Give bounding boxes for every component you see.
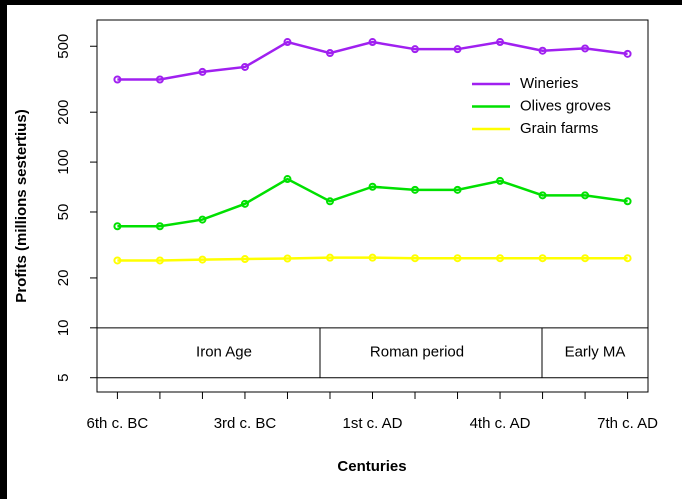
data-point	[623, 254, 632, 263]
data-point	[538, 254, 547, 263]
border-left	[0, 0, 7, 499]
x-tick-label: 3rd c. BC	[214, 415, 277, 432]
data-point	[240, 62, 249, 71]
data-point	[113, 222, 122, 231]
data-point	[325, 253, 334, 262]
series-line	[117, 256, 628, 262]
data-point	[198, 255, 207, 264]
data-point	[581, 191, 590, 200]
data-point	[623, 197, 632, 206]
legend-label: Grain farms	[520, 120, 598, 137]
data-point	[198, 215, 207, 224]
data-point	[453, 185, 462, 194]
data-point	[283, 254, 292, 263]
data-point	[368, 182, 377, 191]
data-point	[453, 45, 462, 54]
data-point	[496, 176, 505, 185]
y-tick-label: 100	[55, 150, 72, 175]
series-line	[117, 40, 628, 81]
data-point	[538, 46, 547, 55]
data-point	[581, 254, 590, 263]
x-tick-label: 7th c. AD	[597, 415, 658, 432]
data-point	[411, 254, 420, 263]
data-point	[155, 256, 164, 265]
data-point	[325, 197, 334, 206]
data-point	[283, 38, 292, 47]
y-tick-label: 200	[55, 100, 72, 125]
data-point	[155, 75, 164, 84]
period-label: Early MA	[565, 344, 626, 361]
data-point	[240, 199, 249, 208]
data-point	[538, 191, 547, 200]
x-tick-label: 4th c. AD	[470, 415, 531, 432]
y-tick-label: 10	[55, 319, 72, 336]
legend-label: Olives groves	[520, 97, 611, 114]
data-point	[325, 49, 334, 58]
y-tick-label: 500	[55, 34, 72, 59]
period-label: Roman period	[370, 344, 464, 361]
x-tick-label: 1st c. AD	[342, 415, 402, 432]
data-point	[240, 255, 249, 264]
data-point	[411, 185, 420, 194]
data-point	[453, 254, 462, 263]
data-point	[411, 45, 420, 54]
y-tick-label: 20	[55, 270, 72, 287]
data-point	[368, 253, 377, 262]
legend-label: Wineries	[520, 75, 578, 92]
x-axis-label: Centuries	[337, 458, 406, 475]
data-point	[155, 222, 164, 231]
period-label: Iron Age	[196, 344, 252, 361]
data-point	[368, 38, 377, 47]
x-tick-label: 6th c. BC	[87, 415, 149, 432]
data-point	[113, 256, 122, 265]
data-point	[113, 75, 122, 84]
data-point	[496, 254, 505, 263]
data-point	[198, 67, 207, 76]
series-line	[117, 177, 628, 228]
data-point	[581, 44, 590, 53]
data-point	[496, 38, 505, 47]
data-point	[283, 175, 292, 184]
y-axis-label: Profits (millions sestertius)	[13, 109, 30, 302]
y-tick-label: 50	[55, 204, 72, 221]
border-top	[0, 0, 682, 5]
data-point	[623, 49, 632, 58]
y-tick-label: 5	[55, 374, 72, 382]
